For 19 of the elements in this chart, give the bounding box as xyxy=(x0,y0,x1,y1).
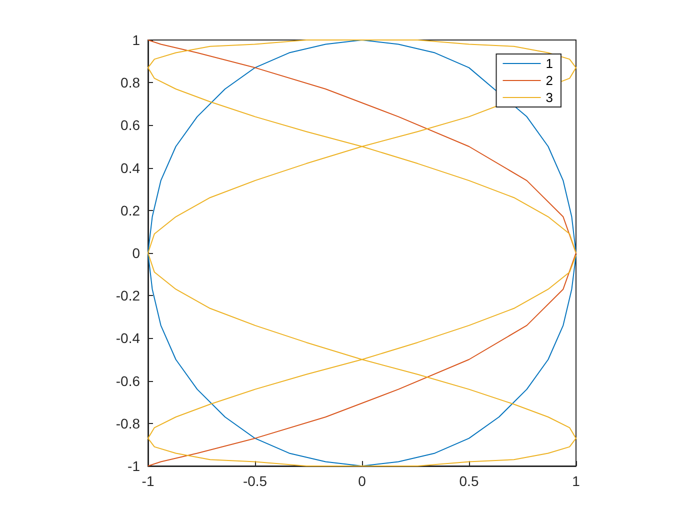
legend-label: 1 xyxy=(546,56,554,71)
y-tick-label: 0.6 xyxy=(120,117,140,134)
legend-label: 3 xyxy=(546,90,554,105)
y-tick-label: 0 xyxy=(132,245,140,261)
y-tick-label: -0.6 xyxy=(116,372,140,389)
y-tick-label: 0.2 xyxy=(120,202,140,218)
y-tick-label: 0.4 xyxy=(120,160,140,176)
x-tick-label: 0.5 xyxy=(459,473,479,489)
line-series xyxy=(148,40,576,466)
y-tick-label: -0.4 xyxy=(116,330,140,346)
y-tick-label: 0.8 xyxy=(120,74,140,91)
legend-label: 2 xyxy=(546,73,554,88)
y-tick-label: -0.8 xyxy=(116,415,140,432)
x-tick-label: -0.5 xyxy=(242,473,268,489)
y-tick-label: -0.2 xyxy=(116,288,140,304)
x-tick-label: 1 xyxy=(572,473,580,489)
y-tick-label: -1 xyxy=(128,458,140,474)
y-tick-label: 1 xyxy=(132,32,140,48)
x-tick-label: 0 xyxy=(358,473,366,489)
